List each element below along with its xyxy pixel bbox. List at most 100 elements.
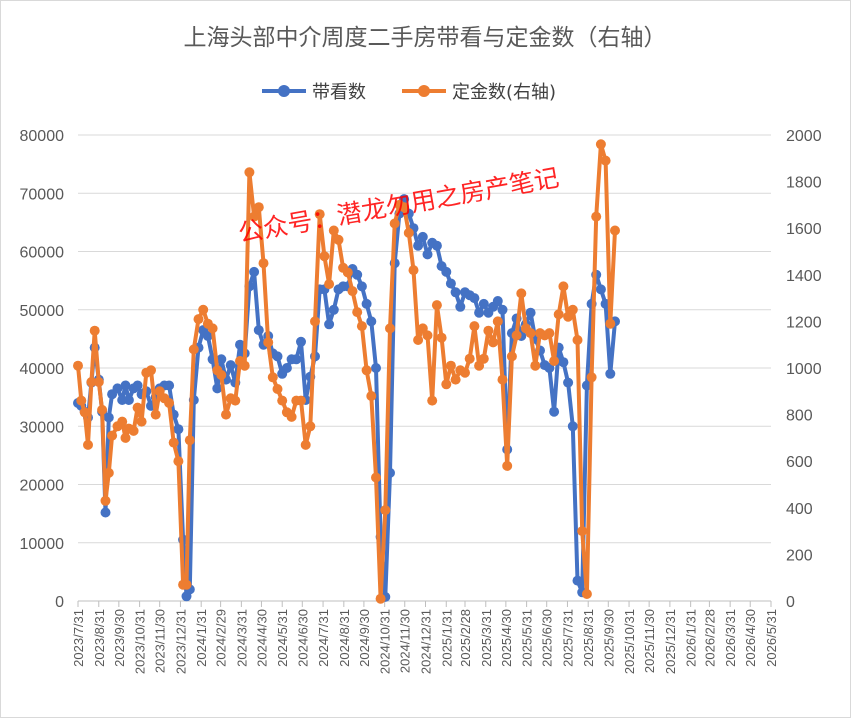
x-axis-tick-label: 2025/8/31 [581,609,596,667]
data-point [380,505,391,516]
data-point [300,439,311,450]
data-point [483,325,494,336]
data-point [497,374,508,385]
left-axis-tick-label: 20000 [20,478,65,495]
x-axis-tick-label: 2023/12/31 [173,609,188,674]
data-point [525,307,536,318]
x-axis-tick-label: 2025/2/28 [458,609,473,667]
legend-marker-visits [278,85,290,97]
data-point [253,325,264,336]
x-axis-tick-label: 2024/3/31 [234,609,249,667]
data-point [193,314,204,325]
x-axis-tick-label: 2023/11/30 [153,609,168,673]
data-point [136,416,147,427]
data-point [123,395,134,405]
data-point [207,323,218,334]
x-axis-tick-label: 2024/1/31 [194,609,209,667]
data-point [277,395,288,406]
legend: 带看数 定金数(右轴) [262,82,556,103]
data-point [235,339,245,350]
data-point [333,234,344,245]
data-point [610,225,620,236]
chart-title: 上海头部中介周度二手房带看与定金数（右轴） [184,25,667,51]
data-point [511,330,522,341]
data-point [408,265,419,276]
left-axis-tick-label: 60000 [20,245,65,262]
data-point [427,395,438,406]
data-point [525,328,536,339]
data-point [586,372,597,383]
data-point [389,218,400,229]
data-point [450,374,461,385]
x-axis-tick-label: 2024/10/31 [378,609,393,674]
data-point [572,575,583,586]
right-axis-ticks: 0 200 400 600 800 1000 1200 1400 1600 1800 2000 [786,128,822,611]
right-axis-tick-label: 400 [786,501,813,518]
data-point [399,202,410,213]
left-axis-ticks: 0 10000 20000 30000 40000 50000 60000 70000 8000… [20,128,65,611]
x-axis-tick-label: 2025/3/31 [479,609,494,667]
right-axis-tick-label: 1800 [786,175,822,192]
data-point [436,332,447,343]
x-axis-tick-label: 2025/12/31 [663,609,678,674]
data-point [464,353,475,364]
data-point [100,495,111,506]
x-axis-tick-label: 2025/11/30 [642,609,657,673]
data-point [455,301,466,312]
data-point [544,328,555,339]
right-axis-tick-label: 1600 [786,221,822,238]
data-point [181,579,192,590]
data-point [595,139,606,150]
data-point [164,398,175,408]
left-axis-tick-label: 30000 [20,419,65,436]
data-point [253,202,264,213]
data-point [164,380,175,391]
data-point [366,316,377,327]
data-point [296,395,306,406]
data-point [324,319,335,330]
data-point [478,353,489,364]
x-axis-tick-label: 2024/4/30 [254,609,269,667]
x-axis-tick-label: 2023/7/31 [71,609,86,667]
right-axis-tick-label: 1400 [786,268,822,285]
data-point [445,278,456,289]
left-axis-tick-label: 50000 [20,303,65,320]
data-point [281,363,292,373]
data-point [216,354,227,365]
x-axis-tick-label: 2024/11/30 [398,609,413,673]
data-point [168,437,179,448]
data-point [403,227,414,238]
data-point [296,336,306,347]
x-axis-tick-label: 2025/5/31 [520,609,535,667]
x-axis-tick-label: 2024/2/29 [214,609,229,667]
data-point [371,472,381,483]
data-point [128,425,139,436]
data-point [305,421,316,432]
data-point [230,395,241,406]
data-point [413,335,424,345]
data-point [413,240,424,251]
series-deposits [73,139,620,604]
data-point [249,211,260,222]
data-point [567,304,578,315]
left-axis-tick-label: 0 [55,594,64,611]
data-point [445,360,456,371]
data-point [86,377,97,387]
right-axis-tick-label: 1000 [786,361,822,378]
x-axis-tick-label: 2023/9/30 [112,609,127,667]
x-axis-tick-label: 2025/6/30 [540,609,555,667]
data-point [342,267,353,278]
data-point [239,360,250,371]
data-point [361,365,372,376]
data-point [605,318,616,329]
x-axis-tick-label: 2026/4/30 [743,609,758,667]
data-point [146,365,156,376]
data-point [352,269,363,280]
data-point [600,155,611,166]
left-axis-tick-label: 80000 [20,128,65,145]
data-point [492,296,503,306]
data-point [97,404,108,415]
data-point [431,240,442,251]
right-axis-tick-label: 600 [786,454,813,471]
data-point [605,368,616,379]
